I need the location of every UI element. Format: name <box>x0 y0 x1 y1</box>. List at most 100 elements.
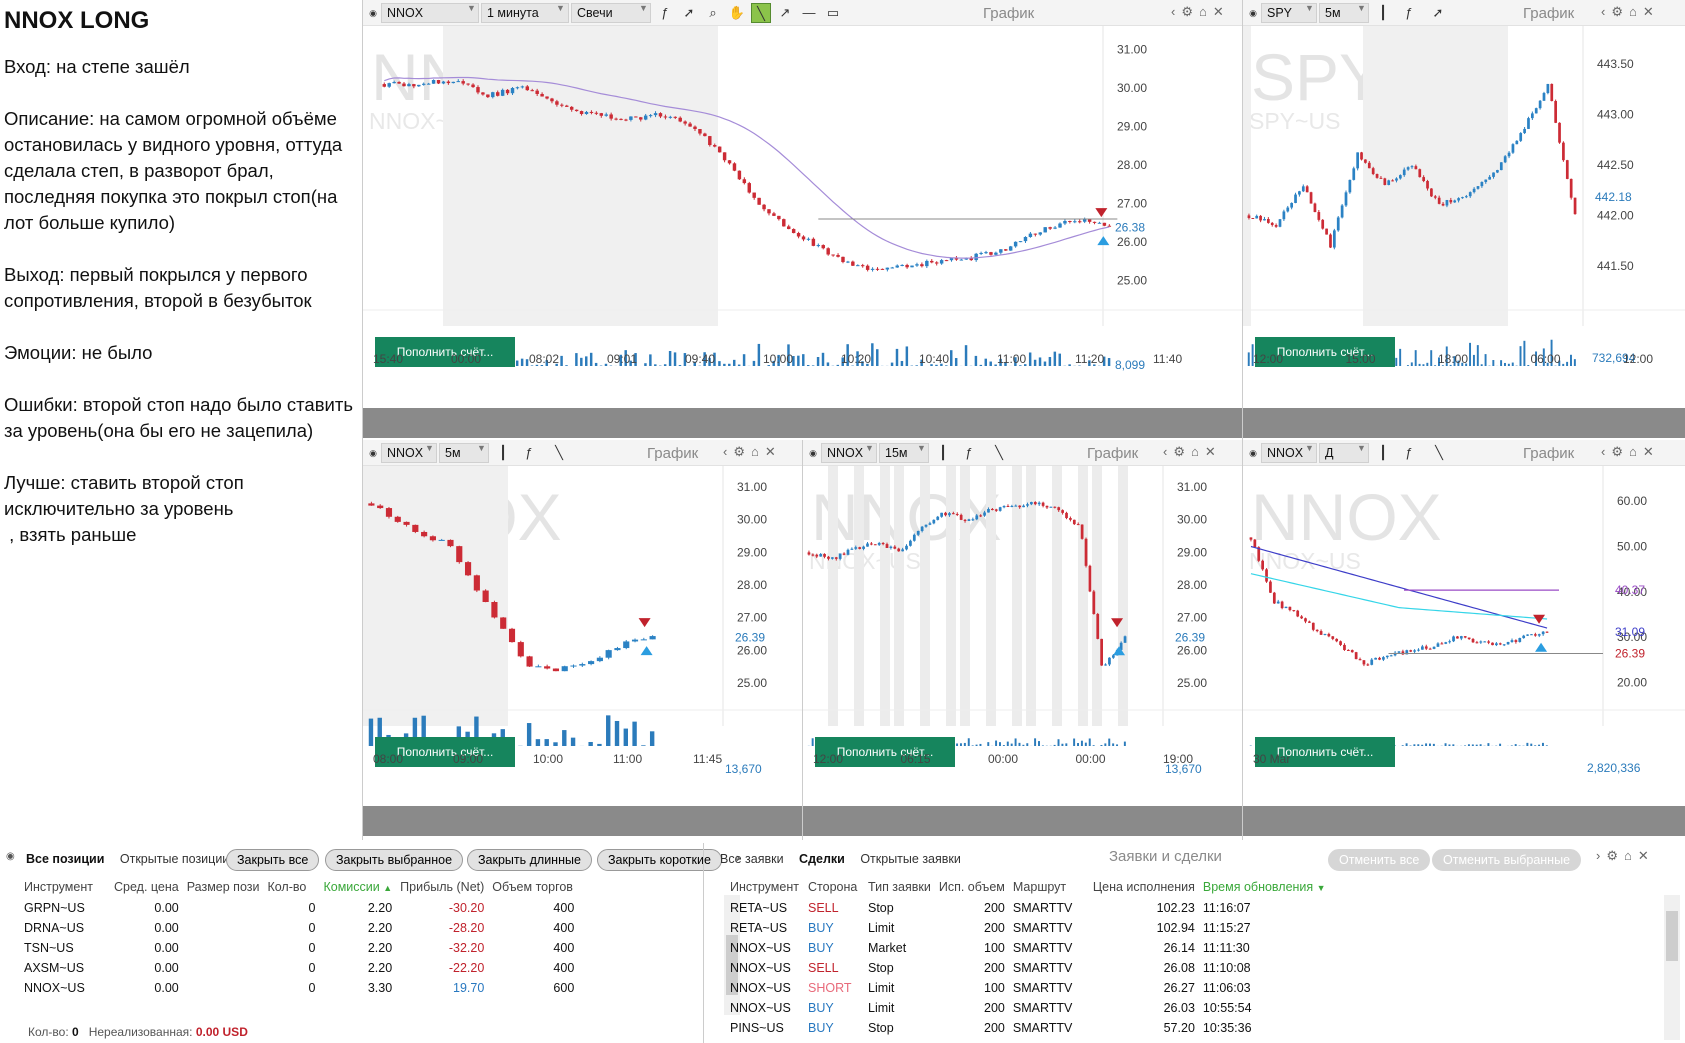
close-all-button[interactable]: Закрыть все <box>226 849 320 871</box>
scrollbar-thumb[interactable] <box>1666 911 1678 961</box>
col-avg-price[interactable]: Сред. цена <box>114 880 179 894</box>
link-dot-icon[interactable]: ◉ <box>809 448 817 458</box>
interval-selector[interactable]: 15м <box>879 443 929 463</box>
tab-all-positions[interactable]: Все позиции <box>26 852 105 866</box>
col-filled-qty[interactable]: Исп. объем <box>938 880 1005 894</box>
table-row[interactable]: NNOX~US SELL Stop 200 SMARTTV 26.08 11:10:08 <box>726 958 1330 978</box>
trendline-icon[interactable]: ╲ <box>995 445 1003 460</box>
price-chart[interactable]: 31.00 30.00 29.00 28.00 27.00 26.00 25.00 26.39 <box>803 466 1242 786</box>
col-volume[interactable]: Объем торгов <box>492 880 573 894</box>
table-row[interactable]: NNOX~US BUY Limit 200 SMARTTV 26.03 10:55:54 <box>726 998 1330 1018</box>
interval-selector[interactable]: 5м <box>1319 3 1369 23</box>
col-instrument[interactable]: Инструмент <box>730 880 799 894</box>
col-commission[interactable]: Комиссии ▲ <box>319 876 396 898</box>
arrow-icon[interactable]: ↗ <box>779 5 791 20</box>
table-row[interactable]: RETA~US SELL Stop 200 SMARTTV 102.23 11:16:07 <box>726 898 1330 918</box>
chevron-right-icon[interactable]: › <box>736 851 741 865</box>
col-position-size[interactable]: Размер пози <box>186 880 260 894</box>
deposit-button[interactable]: Пополнить счёт... <box>375 337 515 367</box>
link-dot-icon[interactable]: ◉ <box>1249 448 1257 458</box>
window-controls[interactable]: ‹⚙⌂✕ <box>1601 4 1660 19</box>
symbol-selector[interactable]: NNOX <box>821 443 877 463</box>
chart-navigator[interactable] <box>1243 806 1685 836</box>
scrollbar-thumb[interactable] <box>726 935 738 995</box>
horizontal-line-icon[interactable]: — <box>802 5 816 20</box>
deposit-button[interactable]: Пополнить счёт... <box>375 737 515 767</box>
deposit-button[interactable]: Пополнить счёт... <box>1255 737 1395 767</box>
window-controls[interactable]: ‹⚙⌂✕ <box>723 444 782 459</box>
tab-open-positions[interactable]: Открытые позиции <box>119 852 230 866</box>
price-chart[interactable]: 60.00 50.00 40.00 30.00 20.00 26.39 40.37 31.09 <box>1243 466 1685 786</box>
col-update-time[interactable]: Время обновления ▼ <box>1199 876 1330 898</box>
table-row[interactable]: NNOX~US 0.00 0 3.30 19.70 600 <box>20 978 578 998</box>
table-row[interactable]: RETA~US BUY Limit 200 SMARTTV 102.94 11:15:27 <box>726 918 1330 938</box>
window-controls[interactable]: ›⚙⌂✕ <box>1596 848 1655 863</box>
table-row[interactable]: NNOX~US SHORT Limit 100 SMARTTV 26.27 11:06:03 <box>726 978 1330 998</box>
trendline-icon[interactable]: ╲ <box>751 3 771 23</box>
table-row[interactable]: DRNA~US 0.00 0 2.20 -28.20 400 <box>20 918 578 938</box>
col-exec-price[interactable]: Цена исполнения <box>1092 880 1195 894</box>
link-dot-icon[interactable]: ◉ <box>369 448 377 458</box>
symbol-selector[interactable]: SPY <box>1261 3 1317 23</box>
indicators-icon[interactable]: ƒ <box>661 5 669 20</box>
price-chart[interactable]: 31.00 30.00 29.00 28.00 27.00 26.00 25.00 26.38 <box>363 26 1242 386</box>
deposit-button[interactable]: Пополнить счёт... <box>1255 337 1395 367</box>
cancel-selected-button[interactable]: Отменить выбранные <box>1432 849 1582 871</box>
interval-selector[interactable]: Д <box>1319 443 1369 463</box>
interval-selector[interactable]: 1 минута <box>481 3 569 23</box>
positions-scrollbar[interactable] <box>724 895 740 1015</box>
interval-selector[interactable]: 5м <box>439 443 489 463</box>
table-row[interactable]: TSN~US 0.00 0 2.20 -32.20 400 <box>20 938 578 958</box>
indicators-icon[interactable]: ƒ <box>1405 5 1413 20</box>
candles-icon[interactable]: ┃ <box>1379 445 1387 460</box>
candles-icon[interactable]: ┃ <box>499 445 507 460</box>
link-dot-icon[interactable]: ◉ <box>6 851 15 862</box>
table-row[interactable]: PINS~US BUY Stop 200 SMARTTV 57.20 10:35:36 <box>726 1018 1330 1038</box>
trendline-icon[interactable]: ╲ <box>1435 445 1443 460</box>
tab-all-orders[interactable]: Все заявки <box>720 852 784 866</box>
window-controls[interactable]: ‹⚙⌂✕ <box>1171 4 1230 19</box>
table-row[interactable]: GRPN~US 0.00 0 2.20 -30.20 400 <box>20 898 578 918</box>
chart-navigator[interactable] <box>803 806 1242 836</box>
tab-open-orders[interactable]: Открытые заявки <box>860 852 961 866</box>
col-order-type[interactable]: Тип заявки <box>868 880 931 894</box>
chart-navigator[interactable] <box>363 806 802 836</box>
candles-icon[interactable]: ┃ <box>1379 5 1387 20</box>
cursor-icon[interactable]: ➚ <box>1432 5 1444 20</box>
table-row[interactable]: AXSM~US 0.00 0 2.20 -22.20 400 <box>20 958 578 978</box>
close-selected-button[interactable]: Закрыть выбранное <box>325 849 464 871</box>
candles-icon[interactable]: ┃ <box>939 445 947 460</box>
chart-navigator[interactable] <box>1243 408 1685 438</box>
trendline-icon[interactable]: ╲ <box>555 445 563 460</box>
cursor-icon[interactable]: ➚ <box>683 5 695 20</box>
hand-icon[interactable]: ✋ <box>728 5 746 20</box>
tab-trades[interactable]: Сделки <box>799 852 845 866</box>
col-qty[interactable]: Кол-во <box>267 880 307 894</box>
indicators-icon[interactable]: ƒ <box>965 445 973 460</box>
close-long-button[interactable]: Закрыть длинные <box>467 849 592 871</box>
trades-scrollbar[interactable] <box>1664 895 1680 1040</box>
chart-navigator[interactable] <box>363 408 1242 438</box>
col-side[interactable]: Сторона <box>808 880 858 894</box>
table-row[interactable]: NNOX~US BUY Market 100 SMARTTV 26.14 11:11:30 <box>726 938 1330 958</box>
price-chart[interactable]: 31.00 30.00 29.00 28.00 27.00 26.00 25.00 26.39 <box>363 466 802 786</box>
window-controls[interactable]: ‹⚙⌂✕ <box>1163 444 1222 459</box>
symbol-selector[interactable]: NNOX <box>381 3 479 23</box>
indicators-icon[interactable]: ƒ <box>525 445 533 460</box>
col-route[interactable]: Маршрут <box>1012 880 1067 894</box>
close-short-button[interactable]: Закрыть короткие <box>597 849 722 871</box>
cancel-all-button[interactable]: Отменить все <box>1328 849 1431 871</box>
symbol-selector[interactable]: NNOX <box>1261 443 1317 463</box>
window-controls[interactable]: ‹⚙⌂✕ <box>1601 444 1660 459</box>
link-dot-icon[interactable]: ◉ <box>1249 8 1257 18</box>
col-instrument[interactable]: Инструмент <box>24 880 93 894</box>
deposit-button[interactable]: Пополнить счёт... <box>815 737 955 767</box>
rectangle-icon[interactable]: ▭ <box>826 5 840 20</box>
col-profit-net[interactable]: Прибыль (Net) <box>400 880 485 894</box>
link-dot-icon[interactable]: ◉ <box>369 8 377 18</box>
symbol-selector[interactable]: NNOX <box>381 443 437 463</box>
chart-style-selector[interactable]: Свечи <box>571 3 651 23</box>
price-chart[interactable]: 443.50 443.00 442.50 442.00 441.50 442.18 <box>1243 26 1685 386</box>
zoom-icon[interactable]: ⌕ <box>709 5 717 20</box>
indicators-icon[interactable]: ƒ <box>1405 445 1413 460</box>
